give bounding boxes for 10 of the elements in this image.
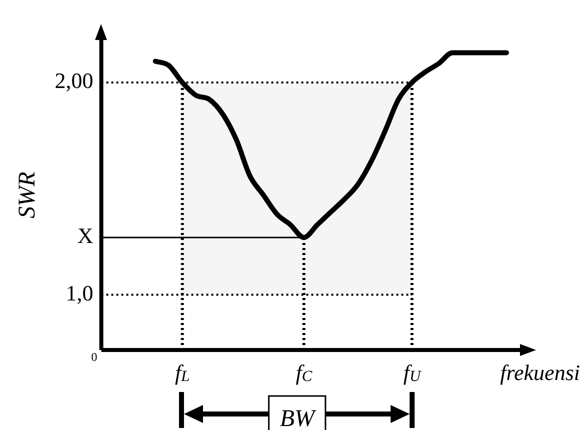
y-tick-label: 2,00 xyxy=(54,68,94,94)
y-axis-title: SWR xyxy=(14,171,41,218)
x-tick-label: fL xyxy=(175,360,190,385)
y-tick-label: X xyxy=(77,223,94,248)
text: 0 xyxy=(91,350,98,364)
x-tick-label: fC xyxy=(296,360,313,385)
text: BW xyxy=(280,406,316,430)
x-tick-label: fU xyxy=(403,360,422,385)
x-axis-title: frekuensi xyxy=(500,360,580,385)
y-tick-label: 1,0 xyxy=(66,280,94,306)
